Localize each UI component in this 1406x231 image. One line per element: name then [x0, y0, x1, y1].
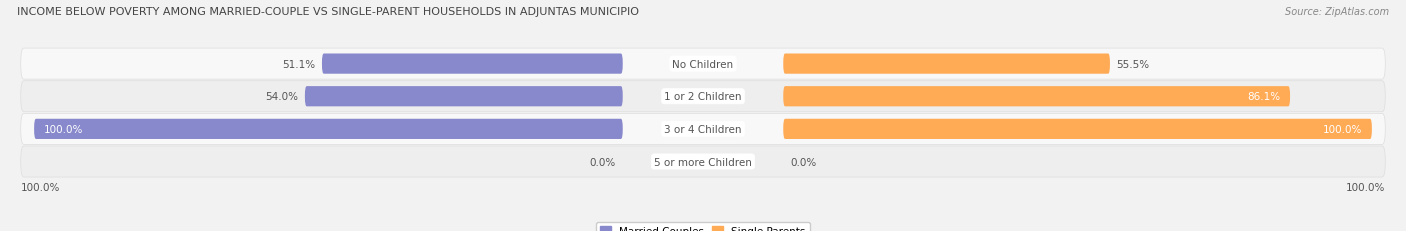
FancyBboxPatch shape — [783, 119, 1372, 139]
Text: 55.5%: 55.5% — [1116, 59, 1150, 69]
Text: 1 or 2 Children: 1 or 2 Children — [664, 92, 742, 102]
Text: INCOME BELOW POVERTY AMONG MARRIED-COUPLE VS SINGLE-PARENT HOUSEHOLDS IN ADJUNTA: INCOME BELOW POVERTY AMONG MARRIED-COUPL… — [17, 7, 638, 17]
Text: 54.0%: 54.0% — [266, 92, 298, 102]
FancyBboxPatch shape — [21, 114, 1385, 145]
Text: 3 or 4 Children: 3 or 4 Children — [664, 124, 742, 134]
Text: 51.1%: 51.1% — [283, 59, 315, 69]
FancyBboxPatch shape — [34, 119, 623, 139]
Text: 100.0%: 100.0% — [1346, 182, 1385, 192]
Text: 86.1%: 86.1% — [1247, 92, 1279, 102]
Legend: Married Couples, Single Parents: Married Couples, Single Parents — [596, 222, 810, 231]
FancyBboxPatch shape — [21, 49, 1385, 80]
Text: 5 or more Children: 5 or more Children — [654, 157, 752, 167]
FancyBboxPatch shape — [322, 54, 623, 74]
FancyBboxPatch shape — [21, 146, 1385, 177]
FancyBboxPatch shape — [783, 87, 1291, 107]
Text: No Children: No Children — [672, 59, 734, 69]
FancyBboxPatch shape — [21, 81, 1385, 112]
FancyBboxPatch shape — [305, 87, 623, 107]
Text: 0.0%: 0.0% — [790, 157, 817, 167]
FancyBboxPatch shape — [783, 54, 1109, 74]
Text: 100.0%: 100.0% — [21, 182, 60, 192]
Text: 100.0%: 100.0% — [1323, 124, 1362, 134]
Text: Source: ZipAtlas.com: Source: ZipAtlas.com — [1285, 7, 1389, 17]
Text: 100.0%: 100.0% — [44, 124, 83, 134]
Text: 0.0%: 0.0% — [589, 157, 616, 167]
